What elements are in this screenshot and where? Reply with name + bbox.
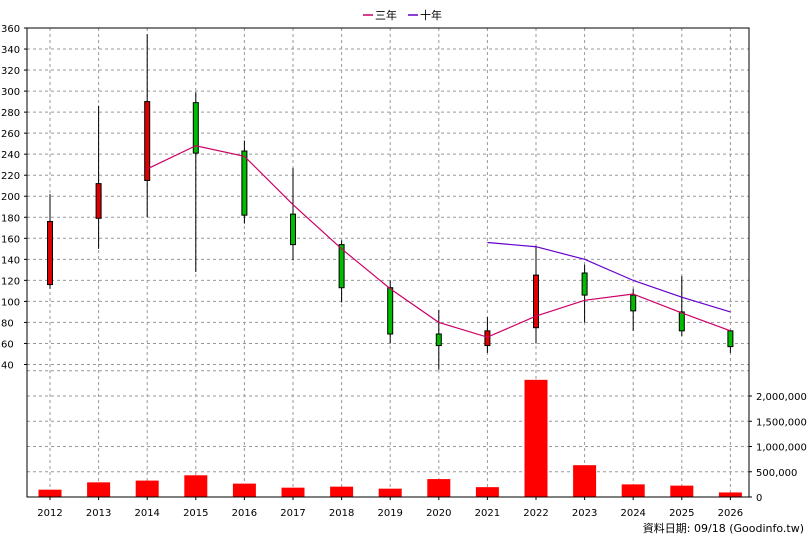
candle-body bbox=[678, 311, 685, 332]
volume-bar bbox=[135, 480, 159, 497]
candle bbox=[338, 240, 345, 303]
volume-bar bbox=[87, 482, 111, 497]
candle bbox=[144, 34, 151, 218]
price-tick-label: 60 bbox=[1, 339, 14, 350]
x-tick-label: 2025 bbox=[669, 508, 694, 519]
candle-body bbox=[435, 333, 442, 347]
x-tick-label: 2023 bbox=[572, 508, 597, 519]
x-tick-label: 2022 bbox=[523, 508, 548, 519]
plot-frame bbox=[26, 27, 750, 498]
x-tick-label: 2021 bbox=[475, 508, 500, 519]
candle-body bbox=[630, 294, 637, 312]
legend: 三年 十年 bbox=[363, 8, 442, 22]
candle bbox=[95, 105, 102, 249]
price-tick-label: 180 bbox=[1, 213, 20, 224]
volume-bar bbox=[281, 487, 305, 497]
price-tick-label: 260 bbox=[1, 129, 20, 140]
x-tick-label: 2018 bbox=[329, 508, 354, 519]
candle-body bbox=[484, 330, 491, 347]
price-tick-label: 80 bbox=[1, 318, 14, 329]
x-tick-label: 2012 bbox=[37, 508, 62, 519]
price-tick-label: 100 bbox=[1, 297, 20, 308]
candle-body bbox=[144, 101, 151, 181]
price-tick-label: 120 bbox=[1, 276, 20, 287]
price-tick-label: 160 bbox=[1, 234, 20, 245]
candle bbox=[241, 140, 248, 224]
candle-body bbox=[338, 244, 345, 289]
volume-bar bbox=[475, 487, 499, 497]
candle bbox=[47, 194, 53, 289]
volume-tick-label: 1,500,000 bbox=[756, 417, 807, 428]
price-tick-label: 200 bbox=[1, 192, 20, 203]
price-tick-label: 340 bbox=[1, 45, 20, 56]
volume-bar bbox=[621, 484, 645, 497]
price-tick-label: 40 bbox=[1, 360, 14, 371]
candle-body bbox=[290, 213, 296, 246]
candle bbox=[192, 92, 199, 272]
moving-average-lines bbox=[146, 145, 731, 338]
volume-bar bbox=[38, 489, 62, 497]
x-tick-label: 2026 bbox=[718, 508, 743, 519]
candle bbox=[678, 276, 685, 337]
candle-body bbox=[95, 183, 102, 219]
candle bbox=[387, 280, 394, 344]
axes bbox=[26, 27, 750, 498]
x-tick-label: 2016 bbox=[232, 508, 257, 519]
price-tick-label: 300 bbox=[1, 87, 20, 98]
candle bbox=[484, 317, 491, 353]
x-tick-label: 2014 bbox=[134, 508, 159, 519]
volume-tick-label: 2,000,000 bbox=[756, 392, 807, 403]
price-axis-ticks: 360 340 320 300 280 260 240 220 200 180 160 140 120 1… bbox=[1, 24, 27, 371]
candle bbox=[630, 288, 637, 331]
volume-bar bbox=[524, 379, 548, 497]
volume-bar bbox=[378, 488, 402, 497]
volume-bar bbox=[232, 483, 256, 497]
volume-bar bbox=[330, 486, 354, 497]
volume-bar bbox=[718, 492, 742, 497]
x-tick-label: 2024 bbox=[620, 508, 645, 519]
legend-3yr-label: 三年 bbox=[375, 8, 397, 22]
price-tick-label: 240 bbox=[1, 150, 20, 161]
x-tick-label: 2015 bbox=[183, 508, 208, 519]
price-tick-label: 220 bbox=[1, 171, 20, 182]
candle-body bbox=[727, 330, 734, 348]
x-tick-label: 2017 bbox=[280, 508, 305, 519]
volume-tick-label: 1,000,000 bbox=[756, 443, 807, 454]
x-tick-label: 2013 bbox=[86, 508, 111, 519]
price-tick-label: 280 bbox=[1, 108, 20, 119]
x-tick-label: 2020 bbox=[426, 508, 451, 519]
volume-tick-label: 0 bbox=[756, 493, 762, 504]
volume-bar bbox=[184, 475, 208, 497]
candle bbox=[290, 167, 296, 261]
ma-10yr-line bbox=[487, 241, 731, 313]
candle-body bbox=[47, 220, 53, 286]
candle-body bbox=[387, 287, 394, 335]
candle-body bbox=[192, 102, 199, 154]
ma-3yr-line bbox=[146, 145, 731, 338]
candle bbox=[581, 264, 588, 323]
price-tick-label: 320 bbox=[1, 66, 20, 77]
volume-bar bbox=[573, 465, 597, 497]
candle-body bbox=[533, 274, 539, 329]
data-date-footer: 資料日期: 09/18 (Goodinfo.tw) bbox=[643, 521, 804, 535]
price-tick-label: 360 bbox=[1, 24, 20, 35]
volume-axis-ticks: 2,000,000 1,500,000 1,000,000 500,000 0 bbox=[749, 392, 807, 504]
price-tick-label: 140 bbox=[1, 255, 20, 266]
volume-tick-label: 500,000 bbox=[756, 468, 797, 479]
x-tick-label: 2019 bbox=[377, 508, 402, 519]
volume-bar bbox=[670, 485, 694, 497]
candle bbox=[435, 309, 442, 370]
candle-body bbox=[241, 150, 248, 216]
candle bbox=[533, 245, 539, 344]
x-axis-ticks: 2012 2013 2014 2015 2016 2017 2018 2019 2020 2021… bbox=[37, 497, 743, 519]
volume-bars bbox=[38, 379, 742, 497]
legend-10yr-label: 十年 bbox=[420, 8, 442, 22]
volume-bar bbox=[427, 479, 451, 497]
candle-body bbox=[581, 272, 588, 296]
candles bbox=[47, 34, 734, 370]
